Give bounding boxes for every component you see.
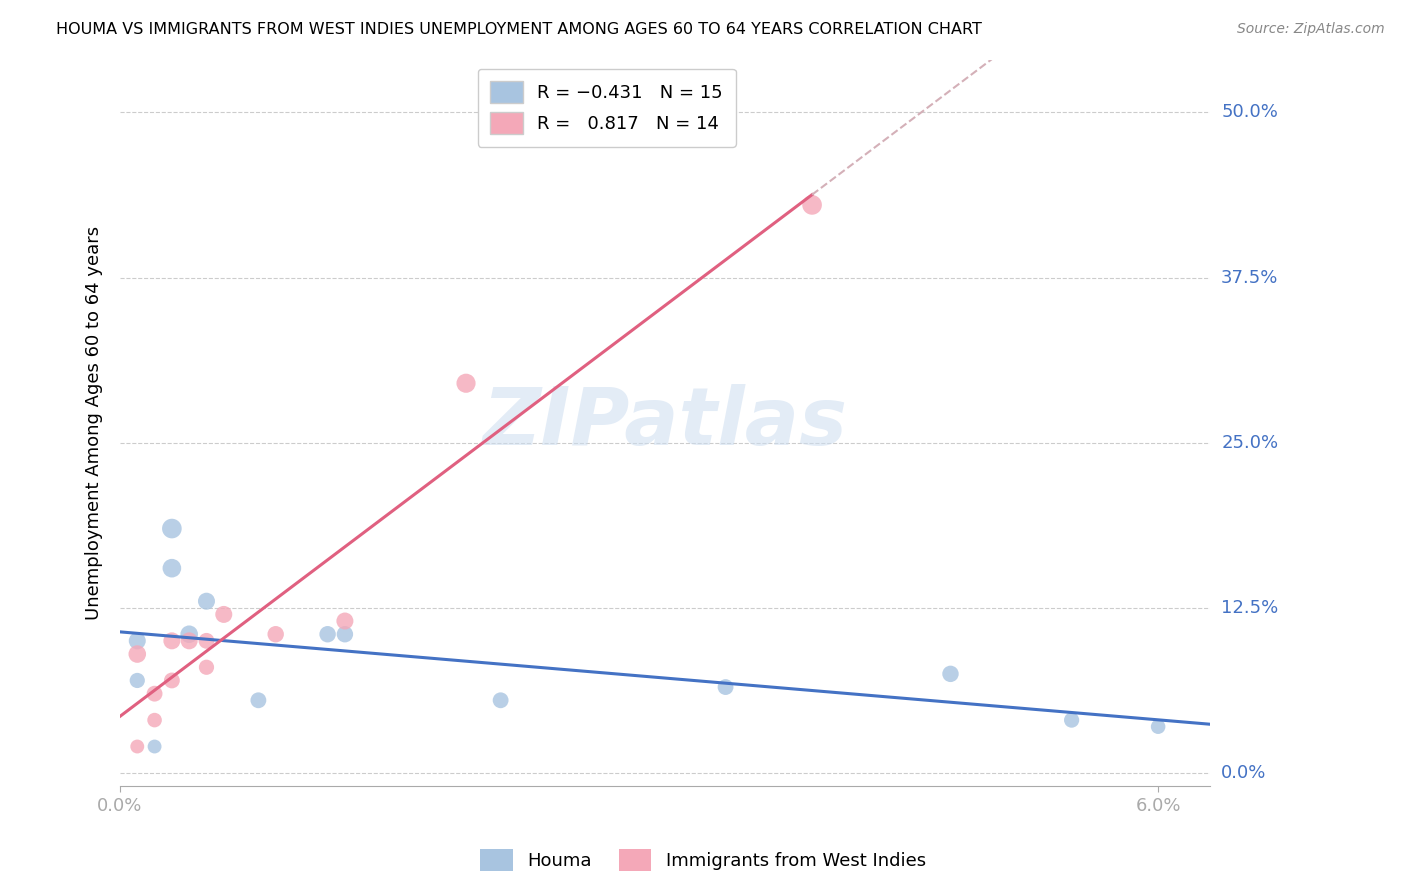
Point xyxy=(212,607,235,622)
Point xyxy=(247,693,270,707)
Text: 12.5%: 12.5% xyxy=(1222,599,1278,616)
Point xyxy=(801,198,824,212)
Point xyxy=(1147,720,1170,734)
Point xyxy=(179,627,201,641)
Text: 50.0%: 50.0% xyxy=(1222,103,1278,121)
Point xyxy=(143,739,166,754)
Point xyxy=(127,633,149,648)
Text: ZIPatlas: ZIPatlas xyxy=(482,384,848,462)
Point xyxy=(195,660,218,674)
Point xyxy=(195,594,218,608)
Text: HOUMA VS IMMIGRANTS FROM WEST INDIES UNEMPLOYMENT AMONG AGES 60 TO 64 YEARS CORR: HOUMA VS IMMIGRANTS FROM WEST INDIES UNE… xyxy=(56,22,983,37)
Point xyxy=(127,739,149,754)
Point xyxy=(160,561,183,575)
Text: 37.5%: 37.5% xyxy=(1222,268,1278,286)
Legend: R = −0.431   N = 15, R =   0.817   N = 14: R = −0.431 N = 15, R = 0.817 N = 14 xyxy=(478,69,735,147)
Point xyxy=(143,713,166,727)
Text: 0.0%: 0.0% xyxy=(1222,764,1267,782)
Point xyxy=(143,687,166,701)
Point xyxy=(333,614,356,628)
Point xyxy=(127,647,149,661)
Point xyxy=(714,680,737,694)
Point xyxy=(264,627,287,641)
Text: Source: ZipAtlas.com: Source: ZipAtlas.com xyxy=(1237,22,1385,37)
Point xyxy=(454,376,477,391)
Point xyxy=(333,627,356,641)
Text: 25.0%: 25.0% xyxy=(1222,434,1278,451)
Y-axis label: Unemployment Among Ages 60 to 64 years: Unemployment Among Ages 60 to 64 years xyxy=(86,226,103,620)
Point xyxy=(160,522,183,536)
Legend: Houma, Immigrants from West Indies: Houma, Immigrants from West Indies xyxy=(472,842,934,879)
Point xyxy=(127,673,149,688)
Point xyxy=(179,633,201,648)
Point xyxy=(489,693,512,707)
Point xyxy=(939,666,962,681)
Point xyxy=(316,627,339,641)
Point xyxy=(1060,713,1083,727)
Point xyxy=(195,633,218,648)
Point xyxy=(160,673,183,688)
Point xyxy=(160,633,183,648)
